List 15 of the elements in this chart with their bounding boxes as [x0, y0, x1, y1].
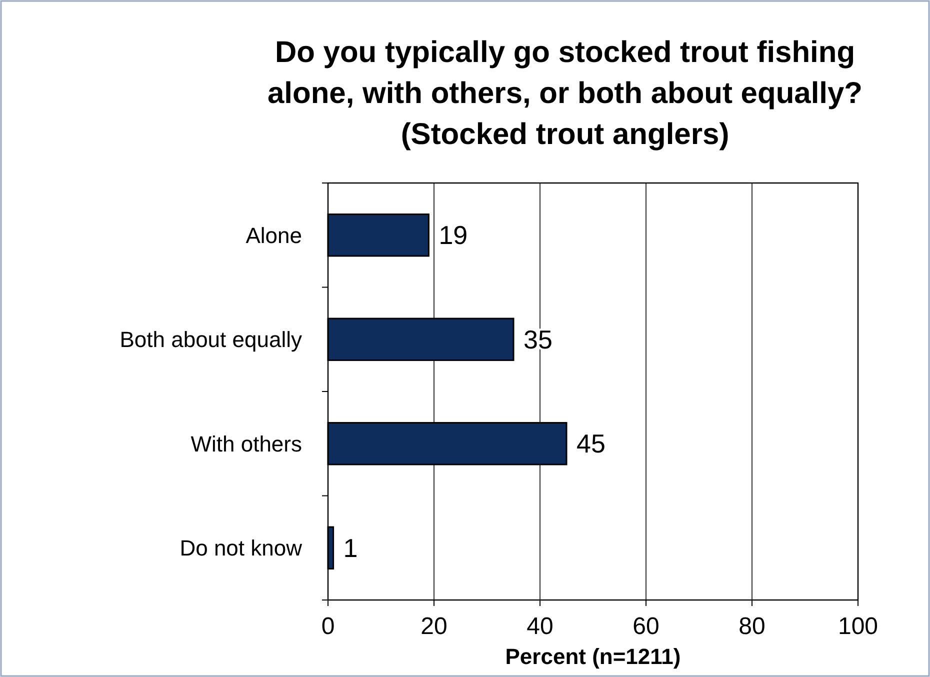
x-tick-label: 80 — [738, 613, 766, 640]
y-tick-label: Alone — [246, 222, 302, 248]
x-tick-label: 0 — [321, 613, 335, 640]
data-label: 45 — [576, 428, 606, 459]
x-tick-label: 20 — [420, 613, 448, 640]
x-tick-label: 40 — [526, 613, 554, 640]
chart-title: Do you typically go stocked trout fishing alone, with others, or both about equally? (Stocked trout anglers) — [267, 36, 863, 151]
data-label: 1 — [343, 532, 358, 563]
x-tick-label: 100 — [838, 613, 878, 640]
y-tick-label: Do not know — [180, 536, 302, 561]
x-tick-label: 60 — [632, 613, 660, 640]
x-axis-title: Percent (n=1211) — [505, 644, 681, 669]
data-label: 19 — [438, 220, 468, 250]
y-tick-label: With others — [190, 431, 302, 456]
y-tick-label: Both about equally — [120, 327, 302, 352]
